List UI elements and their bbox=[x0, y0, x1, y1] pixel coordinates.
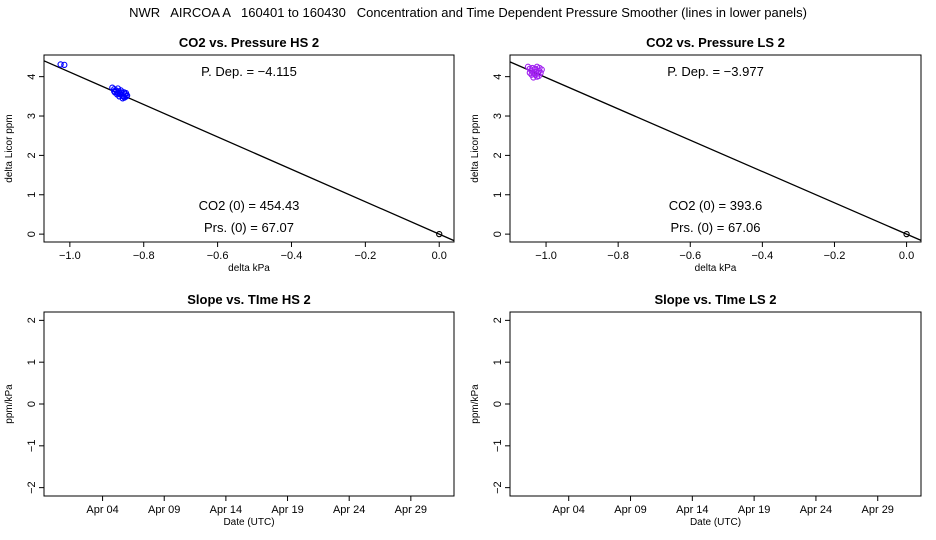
y-tick-label: 4 bbox=[492, 74, 504, 80]
x-tick-label: −0.2 bbox=[824, 250, 846, 262]
x-tick-label: 0.0 bbox=[432, 250, 447, 262]
y-axis-label: delta Licor ppm bbox=[470, 114, 481, 182]
x-axis-label: Date (UTC) bbox=[223, 517, 274, 528]
y-tick-label: 2 bbox=[26, 152, 38, 158]
x-axis-label: delta kPa bbox=[228, 263, 270, 274]
x-tick-label: Apr 09 bbox=[614, 504, 646, 516]
x-tick-label: Apr 24 bbox=[333, 504, 365, 516]
x-tick-label: −0.6 bbox=[207, 250, 229, 262]
y-tick-label: 1 bbox=[26, 192, 38, 198]
data-point bbox=[903, 230, 910, 238]
y-tick-label: 3 bbox=[492, 113, 504, 119]
y-tick-label: 2 bbox=[492, 317, 504, 323]
y-tick-label: 2 bbox=[492, 152, 504, 158]
plot-frame bbox=[509, 54, 922, 243]
y-tick-label: 4 bbox=[26, 74, 38, 80]
y-axis-label: ppm/kPa bbox=[470, 384, 481, 424]
co2-zero-annotation: CO2 (0) = 393.6 bbox=[669, 198, 763, 213]
data-point bbox=[537, 69, 544, 76]
pressure-zero-annotation: Prs. (0) = 67.07 bbox=[204, 220, 294, 235]
x-tick-label: −0.4 bbox=[752, 250, 774, 262]
y-tick-label: 1 bbox=[492, 192, 504, 198]
y-tick-label: 3 bbox=[26, 113, 38, 119]
x-tick-label: Apr 19 bbox=[738, 504, 770, 516]
fit-line bbox=[44, 60, 454, 242]
main-title: NWR AIRCOA A 160401 to 160430 Concentrat… bbox=[129, 5, 807, 20]
panel-title: Slope vs. TIme LS 2 bbox=[654, 292, 776, 307]
x-tick-label: −0.4 bbox=[281, 250, 303, 262]
data-point bbox=[533, 63, 541, 70]
panel-title: CO2 vs. Pressure LS 2 bbox=[646, 35, 785, 50]
y-tick-label: 1 bbox=[26, 359, 38, 365]
pressure-zero-annotation: Prs. (0) = 67.06 bbox=[671, 220, 761, 235]
data-point bbox=[61, 61, 68, 68]
y-tick-label: 0 bbox=[492, 401, 504, 407]
y-tick-label: −2 bbox=[26, 481, 38, 494]
y-tick-label: −2 bbox=[492, 481, 504, 494]
data-point bbox=[123, 93, 130, 100]
x-tick-label: Apr 29 bbox=[862, 504, 894, 516]
data-point bbox=[538, 66, 545, 73]
x-tick-label: −0.8 bbox=[133, 250, 155, 262]
data-point bbox=[57, 61, 64, 68]
y-tick-label: −1 bbox=[26, 440, 38, 453]
fit-line bbox=[510, 61, 921, 241]
x-tick-label: −0.6 bbox=[679, 250, 701, 262]
x-tick-label: Apr 29 bbox=[395, 504, 427, 516]
data-point bbox=[535, 72, 542, 80]
panel-title: Slope vs. TIme HS 2 bbox=[187, 292, 311, 307]
x-tick-label: 0.0 bbox=[899, 250, 914, 262]
co2-zero-annotation: CO2 (0) = 454.43 bbox=[199, 198, 300, 213]
x-tick-label: Apr 04 bbox=[553, 504, 585, 516]
x-tick-label: −0.8 bbox=[607, 250, 629, 262]
plot-frame bbox=[43, 54, 455, 243]
plot-frame bbox=[509, 311, 922, 497]
y-tick-label: 2 bbox=[26, 317, 38, 323]
x-tick-label: Apr 09 bbox=[148, 504, 180, 516]
data-point bbox=[530, 74, 537, 81]
data-point bbox=[526, 69, 533, 76]
y-tick-label: 0 bbox=[26, 401, 38, 407]
x-axis-label: delta kPa bbox=[695, 263, 737, 274]
y-axis-label: ppm/kPa bbox=[4, 384, 15, 424]
data-point bbox=[114, 90, 122, 97]
y-tick-label: 0 bbox=[26, 231, 38, 237]
x-tick-label: Apr 04 bbox=[86, 504, 118, 516]
x-tick-label: Apr 24 bbox=[800, 504, 832, 516]
data-point bbox=[436, 230, 443, 238]
y-axis-label: delta Licor ppm bbox=[4, 114, 15, 182]
x-tick-label: −1.0 bbox=[59, 250, 81, 262]
x-tick-label: Apr 19 bbox=[271, 504, 303, 516]
slope-annotation: P. Dep. = −3.977 bbox=[667, 64, 764, 79]
x-tick-label: −1.0 bbox=[535, 250, 557, 262]
x-axis-label: Date (UTC) bbox=[690, 517, 741, 528]
plot-frame bbox=[43, 311, 455, 497]
y-tick-label: −1 bbox=[492, 440, 504, 453]
y-tick-label: 0 bbox=[492, 231, 504, 237]
data-point bbox=[116, 93, 123, 100]
slope-annotation: P. Dep. = −4.115 bbox=[201, 64, 297, 79]
x-tick-label: Apr 14 bbox=[210, 504, 242, 516]
x-tick-label: Apr 14 bbox=[676, 504, 708, 516]
panel-title: CO2 vs. Pressure HS 2 bbox=[179, 35, 319, 50]
y-tick-label: 1 bbox=[492, 359, 504, 365]
x-tick-label: −0.2 bbox=[354, 250, 376, 262]
